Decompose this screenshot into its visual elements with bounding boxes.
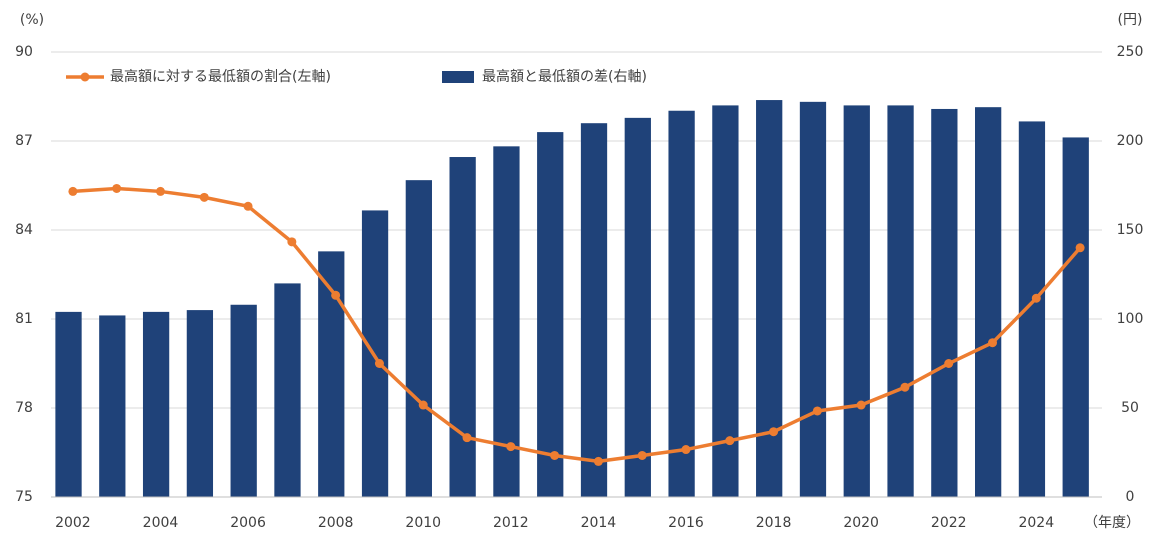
bar [580,123,608,497]
y-tick-label: 87 [15,133,33,149]
y2-tick-label: 250 [1117,44,1144,60]
x-tick-label: 2004 [143,515,179,531]
bar [712,105,739,498]
bar [493,146,520,497]
point [418,400,428,410]
y-unit: (%) [20,12,44,28]
point [637,450,647,460]
point [944,359,954,368]
bar [274,283,301,497]
x-tick-label: 2008 [318,515,354,531]
y2-tick-label: 100 [1117,311,1144,327]
x-tick-label: 2002 [55,515,91,531]
point [681,445,691,455]
point [155,186,165,196]
bar [975,107,1002,498]
x-tick-label: 2024 [1018,515,1054,531]
bar [756,100,783,497]
bar [624,117,651,498]
legend-point [80,72,90,82]
point [988,338,998,348]
point [1031,293,1041,303]
bar [186,310,214,497]
x-tick-label: 2006 [230,515,266,531]
x-tick-label: 2020 [843,515,879,531]
x-tick-label: 2014 [581,515,617,531]
bar [799,101,827,497]
x-tick-label: 2012 [493,515,529,531]
y2-tick-label: 150 [1117,222,1144,238]
y2-tick-label: 200 [1117,133,1144,149]
bar [843,105,870,498]
bar [99,315,126,497]
bar [405,180,432,497]
x-tick-label: 2016 [668,515,704,531]
point [462,433,472,443]
x-tick-label: 2018 [756,515,792,531]
legend-label: 最高額と最低額の差(右軸) [482,68,647,85]
point [769,427,779,437]
y-tick-label: 90 [15,44,33,60]
bar [230,304,257,497]
legend-label: 最高額に対する最低額の割合(左軸) [110,68,331,85]
bar [537,132,564,497]
point [725,436,735,446]
bar [931,108,958,498]
point [374,359,384,368]
y2-tick-label: 50 [1121,400,1139,416]
bar [1018,121,1046,498]
point [68,186,78,196]
y-tick-label: 84 [15,222,33,238]
bar [449,157,476,497]
y2-tick-label: 0 [1126,489,1135,505]
point [856,400,866,410]
y2-unit: (円) [1118,12,1143,28]
bar [668,110,695,498]
point [1075,243,1085,253]
point [112,183,122,193]
point [331,290,341,300]
x-tick-label: 2010 [405,515,441,531]
point [900,382,910,392]
y-tick-label: 81 [15,311,33,327]
point [287,237,297,247]
point [243,201,253,211]
point [199,192,209,202]
y-tick-label: 78 [15,400,33,416]
x-tick-label: 2022 [931,515,967,531]
line [72,186,1082,464]
point [812,406,822,416]
y-tick-label: 75 [15,489,33,505]
bar [887,105,914,498]
point [593,456,603,466]
bar [55,311,82,497]
x-unit: （年度） [1084,515,1140,531]
point [506,442,516,452]
bar [142,311,170,497]
point [550,450,560,460]
legend-swatch [442,71,474,83]
bar [1062,137,1089,497]
